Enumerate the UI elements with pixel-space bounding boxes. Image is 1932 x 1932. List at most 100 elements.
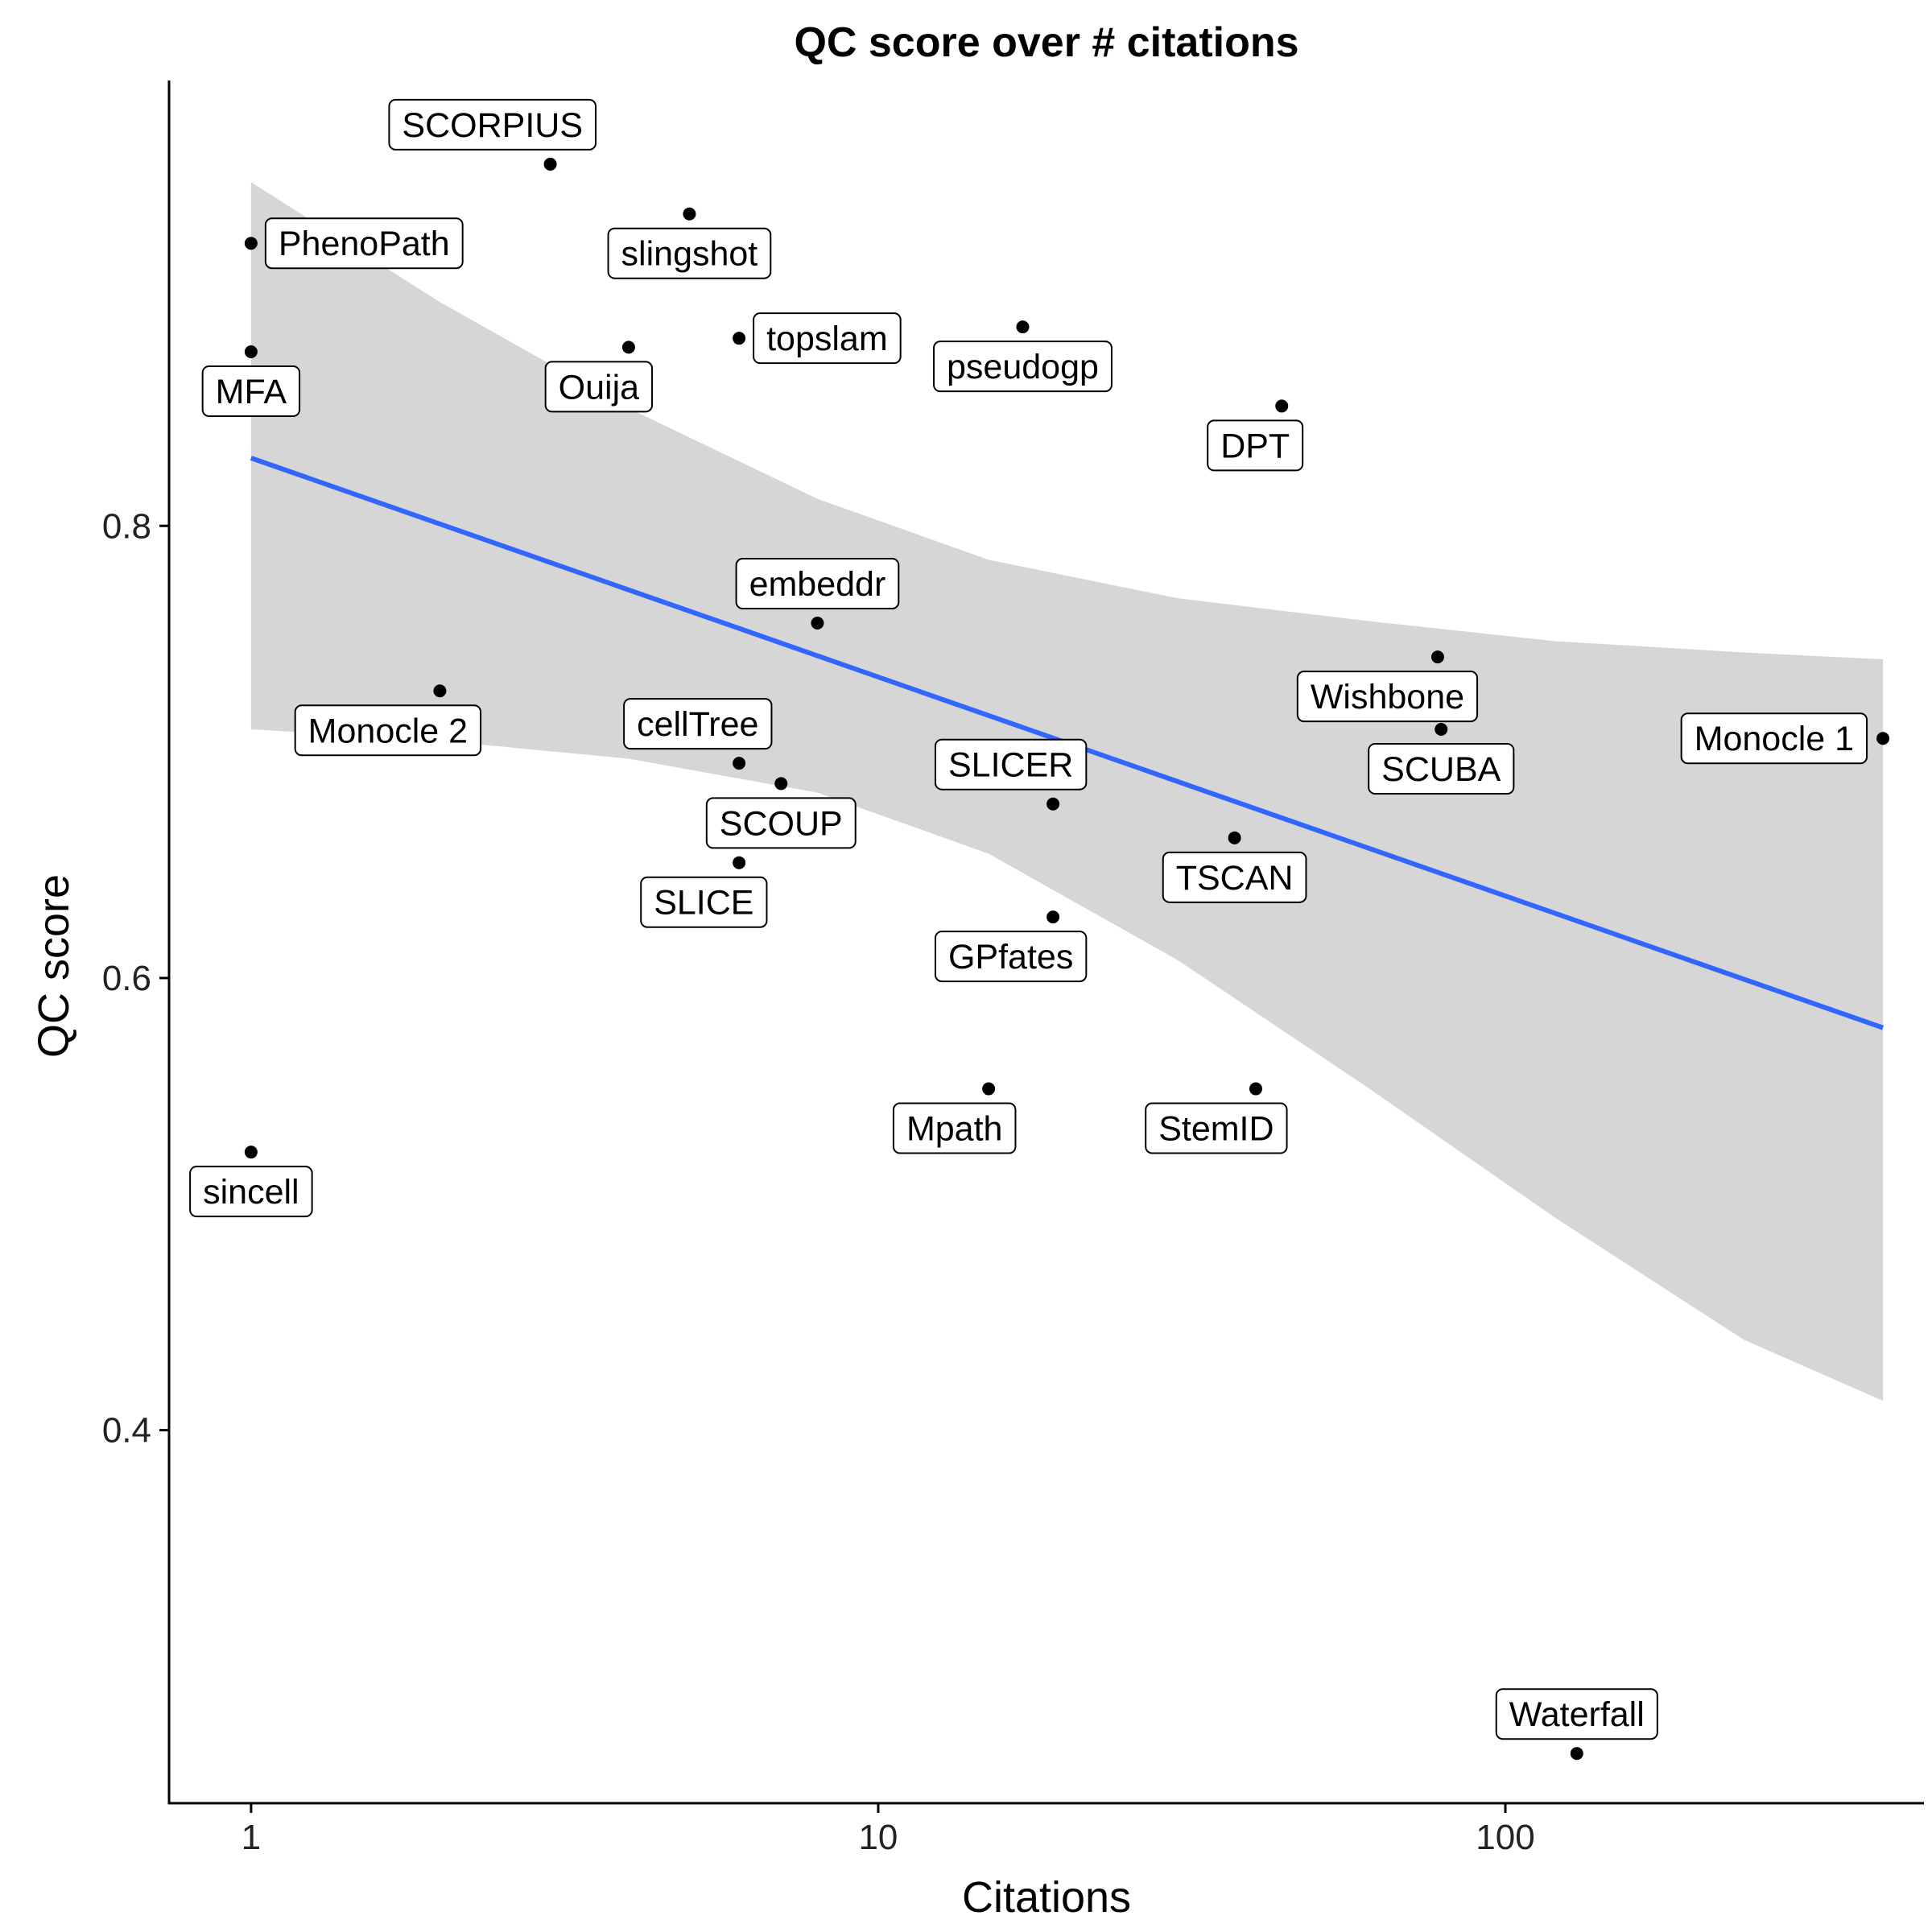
point-label: cellTree (623, 698, 773, 750)
point-label: Monocle 1 (1680, 712, 1868, 765)
point-label-box (640, 876, 768, 928)
data-point (1570, 1747, 1583, 1761)
point-label-box (1162, 851, 1307, 903)
chart-title: QC score over # citations (794, 19, 1298, 66)
point-label: SCUBA (1368, 743, 1515, 795)
point-label: PhenoPath (264, 217, 464, 270)
point-label-box (934, 738, 1088, 791)
data-point (1249, 1082, 1262, 1096)
data-point (982, 1082, 996, 1096)
data-point (433, 684, 447, 698)
point-label-text: TSCAN (1176, 859, 1294, 898)
point-label: Monocle 2 (294, 704, 482, 757)
y-tick-label: 0.4 (102, 1411, 151, 1451)
point-label-text: SCUBA (1381, 750, 1501, 789)
point-label-box (1207, 419, 1304, 472)
point-label: SCORPIUS (388, 98, 597, 151)
data-point (1046, 910, 1060, 924)
point-label-text: SLICER (948, 746, 1073, 785)
point-label-box (294, 704, 482, 757)
point-label-box (933, 341, 1113, 393)
point-label: topslam (753, 312, 902, 365)
confidence-band (250, 182, 1884, 1402)
point-label-text: StemID (1158, 1110, 1274, 1149)
point-label-text: DPT (1220, 427, 1290, 465)
point-label-box (753, 312, 902, 365)
point-label-box (705, 797, 857, 849)
data-point (1435, 723, 1448, 737)
point-label: SLICER (934, 738, 1088, 791)
x-tick-label: 10 (858, 1818, 898, 1857)
data-point (244, 1146, 258, 1159)
data-point (774, 777, 788, 791)
point-label-box (1296, 671, 1479, 723)
point-label-box (264, 217, 464, 270)
point-label-box (1680, 712, 1868, 765)
data-point (1876, 732, 1890, 745)
point-label-box (189, 1166, 313, 1218)
data-point (811, 617, 824, 630)
point-label-text: SCOUP (720, 804, 843, 843)
point-label-text: MFA (216, 373, 287, 411)
point-label-text: embeddr (749, 565, 886, 604)
data-point (543, 157, 557, 171)
point-label-box (1368, 743, 1515, 795)
point-label-text: GPfates (948, 938, 1073, 976)
data-point (733, 332, 746, 345)
x-tick-label: 1 (242, 1818, 261, 1857)
x-axis-title: Citations (962, 1873, 1131, 1922)
point-label-box (388, 98, 597, 151)
point-label: Mpath (892, 1102, 1017, 1154)
data-point (1016, 320, 1030, 334)
point-label-text: cellTree (637, 705, 758, 744)
point-label: embeddr (735, 558, 900, 610)
labels-layer: SCORPIUS slingshot PhenoPath topslam pseudog… (189, 98, 1868, 1740)
data-point (1228, 831, 1241, 844)
point-label-box (934, 931, 1088, 983)
point-label-box (623, 698, 773, 750)
data-point (1275, 399, 1289, 413)
point-label-text: Monocle 2 (308, 712, 468, 750)
point-label: StemID (1145, 1102, 1288, 1154)
data-point (683, 207, 696, 221)
y-tick-label: 0.6 (102, 959, 151, 998)
point-label-text: Ouija (559, 368, 639, 407)
point-label-text: Mpath (906, 1110, 1003, 1149)
point-label-box (201, 365, 301, 418)
point-label-box (1145, 1102, 1288, 1154)
point-label-text: SCORPIUS (402, 106, 583, 145)
point-label: MFA (201, 365, 301, 418)
point-label-text: topslam (766, 320, 888, 358)
point-label: Wishbone (1296, 671, 1479, 723)
point-label-text: Waterfall (1509, 1695, 1645, 1734)
y-tick-label: 0.8 (102, 506, 151, 546)
point-label-box (544, 361, 654, 413)
point-label: sincell (189, 1166, 313, 1218)
point-label-text: pseudogp (947, 348, 1099, 386)
point-label: SLICE (640, 876, 768, 928)
point-label: Waterfall (1495, 1688, 1658, 1740)
data-point (1046, 797, 1060, 811)
point-label-box (892, 1102, 1017, 1154)
point-label: DPT (1207, 419, 1304, 472)
point-label-box (1495, 1688, 1658, 1740)
point-label-text: PhenoPath (279, 225, 450, 263)
data-point (621, 341, 635, 354)
x-tick-label: 100 (1476, 1818, 1534, 1857)
point-label: GPfates (934, 931, 1088, 983)
point-label: Ouija (544, 361, 654, 413)
point-label-text: Wishbone (1311, 678, 1464, 716)
axes: 1 10 100 0.4 0.6 0.8 (102, 80, 1924, 1857)
data-point (733, 757, 746, 770)
point-label: pseudogp (933, 341, 1113, 393)
confidence-band-layer (250, 182, 1884, 1402)
point-label-text: SLICE (654, 884, 753, 923)
data-point (1430, 650, 1444, 664)
point-label-text: sincell (203, 1173, 299, 1212)
point-label-box (607, 227, 772, 279)
point-label-text: slingshot (621, 235, 758, 274)
point-label-box (735, 558, 900, 610)
point-label: TSCAN (1162, 851, 1307, 903)
points-layer (244, 157, 1890, 1761)
